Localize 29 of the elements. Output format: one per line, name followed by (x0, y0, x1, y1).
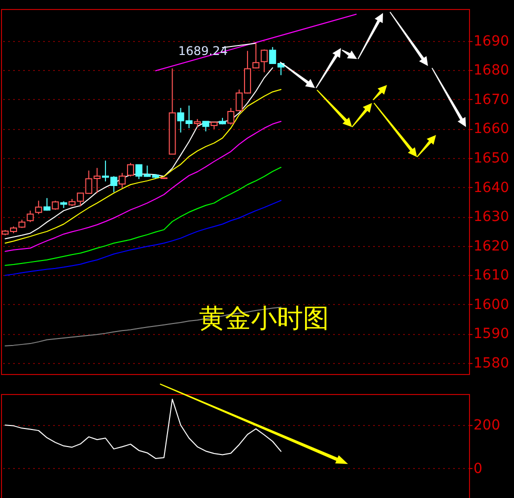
y-tick-label: 1620 (474, 238, 510, 254)
text: 黄金小时图 (199, 304, 329, 334)
line-series (4, 120, 282, 252)
y-tick-label: 0 (474, 460, 482, 477)
y-tick-label: 1690 (474, 33, 510, 50)
y-tick-label: 1640 (474, 180, 510, 196)
candlestick (260, 48, 268, 73)
line-series (4, 67, 274, 240)
y-tick-label: 1660 (474, 121, 510, 138)
candlestick (26, 210, 34, 223)
y-tick-label: 1610 (474, 268, 510, 284)
line-series (4, 88, 282, 244)
annotation: 1689.24 (178, 44, 228, 58)
candlestick (202, 120, 210, 132)
line-series (4, 398, 282, 459)
candlestick (35, 200, 42, 215)
y-tick-label: 1670 (474, 92, 510, 108)
y-tick-label: 200 (474, 418, 500, 434)
candlestick (227, 107, 234, 126)
y-tick-label: 1630 (474, 209, 510, 226)
y-tick-label: 1600 (474, 296, 510, 313)
candlestick (52, 200, 59, 210)
y-tick-label: 1590 (474, 326, 510, 342)
y-tick-label: 1650 (474, 150, 510, 166)
line-series (4, 200, 282, 276)
candlestick (43, 198, 50, 212)
line-series (4, 166, 282, 266)
y-tick-label: 1680 (474, 62, 510, 79)
y-tick-label: 1580 (474, 355, 510, 372)
